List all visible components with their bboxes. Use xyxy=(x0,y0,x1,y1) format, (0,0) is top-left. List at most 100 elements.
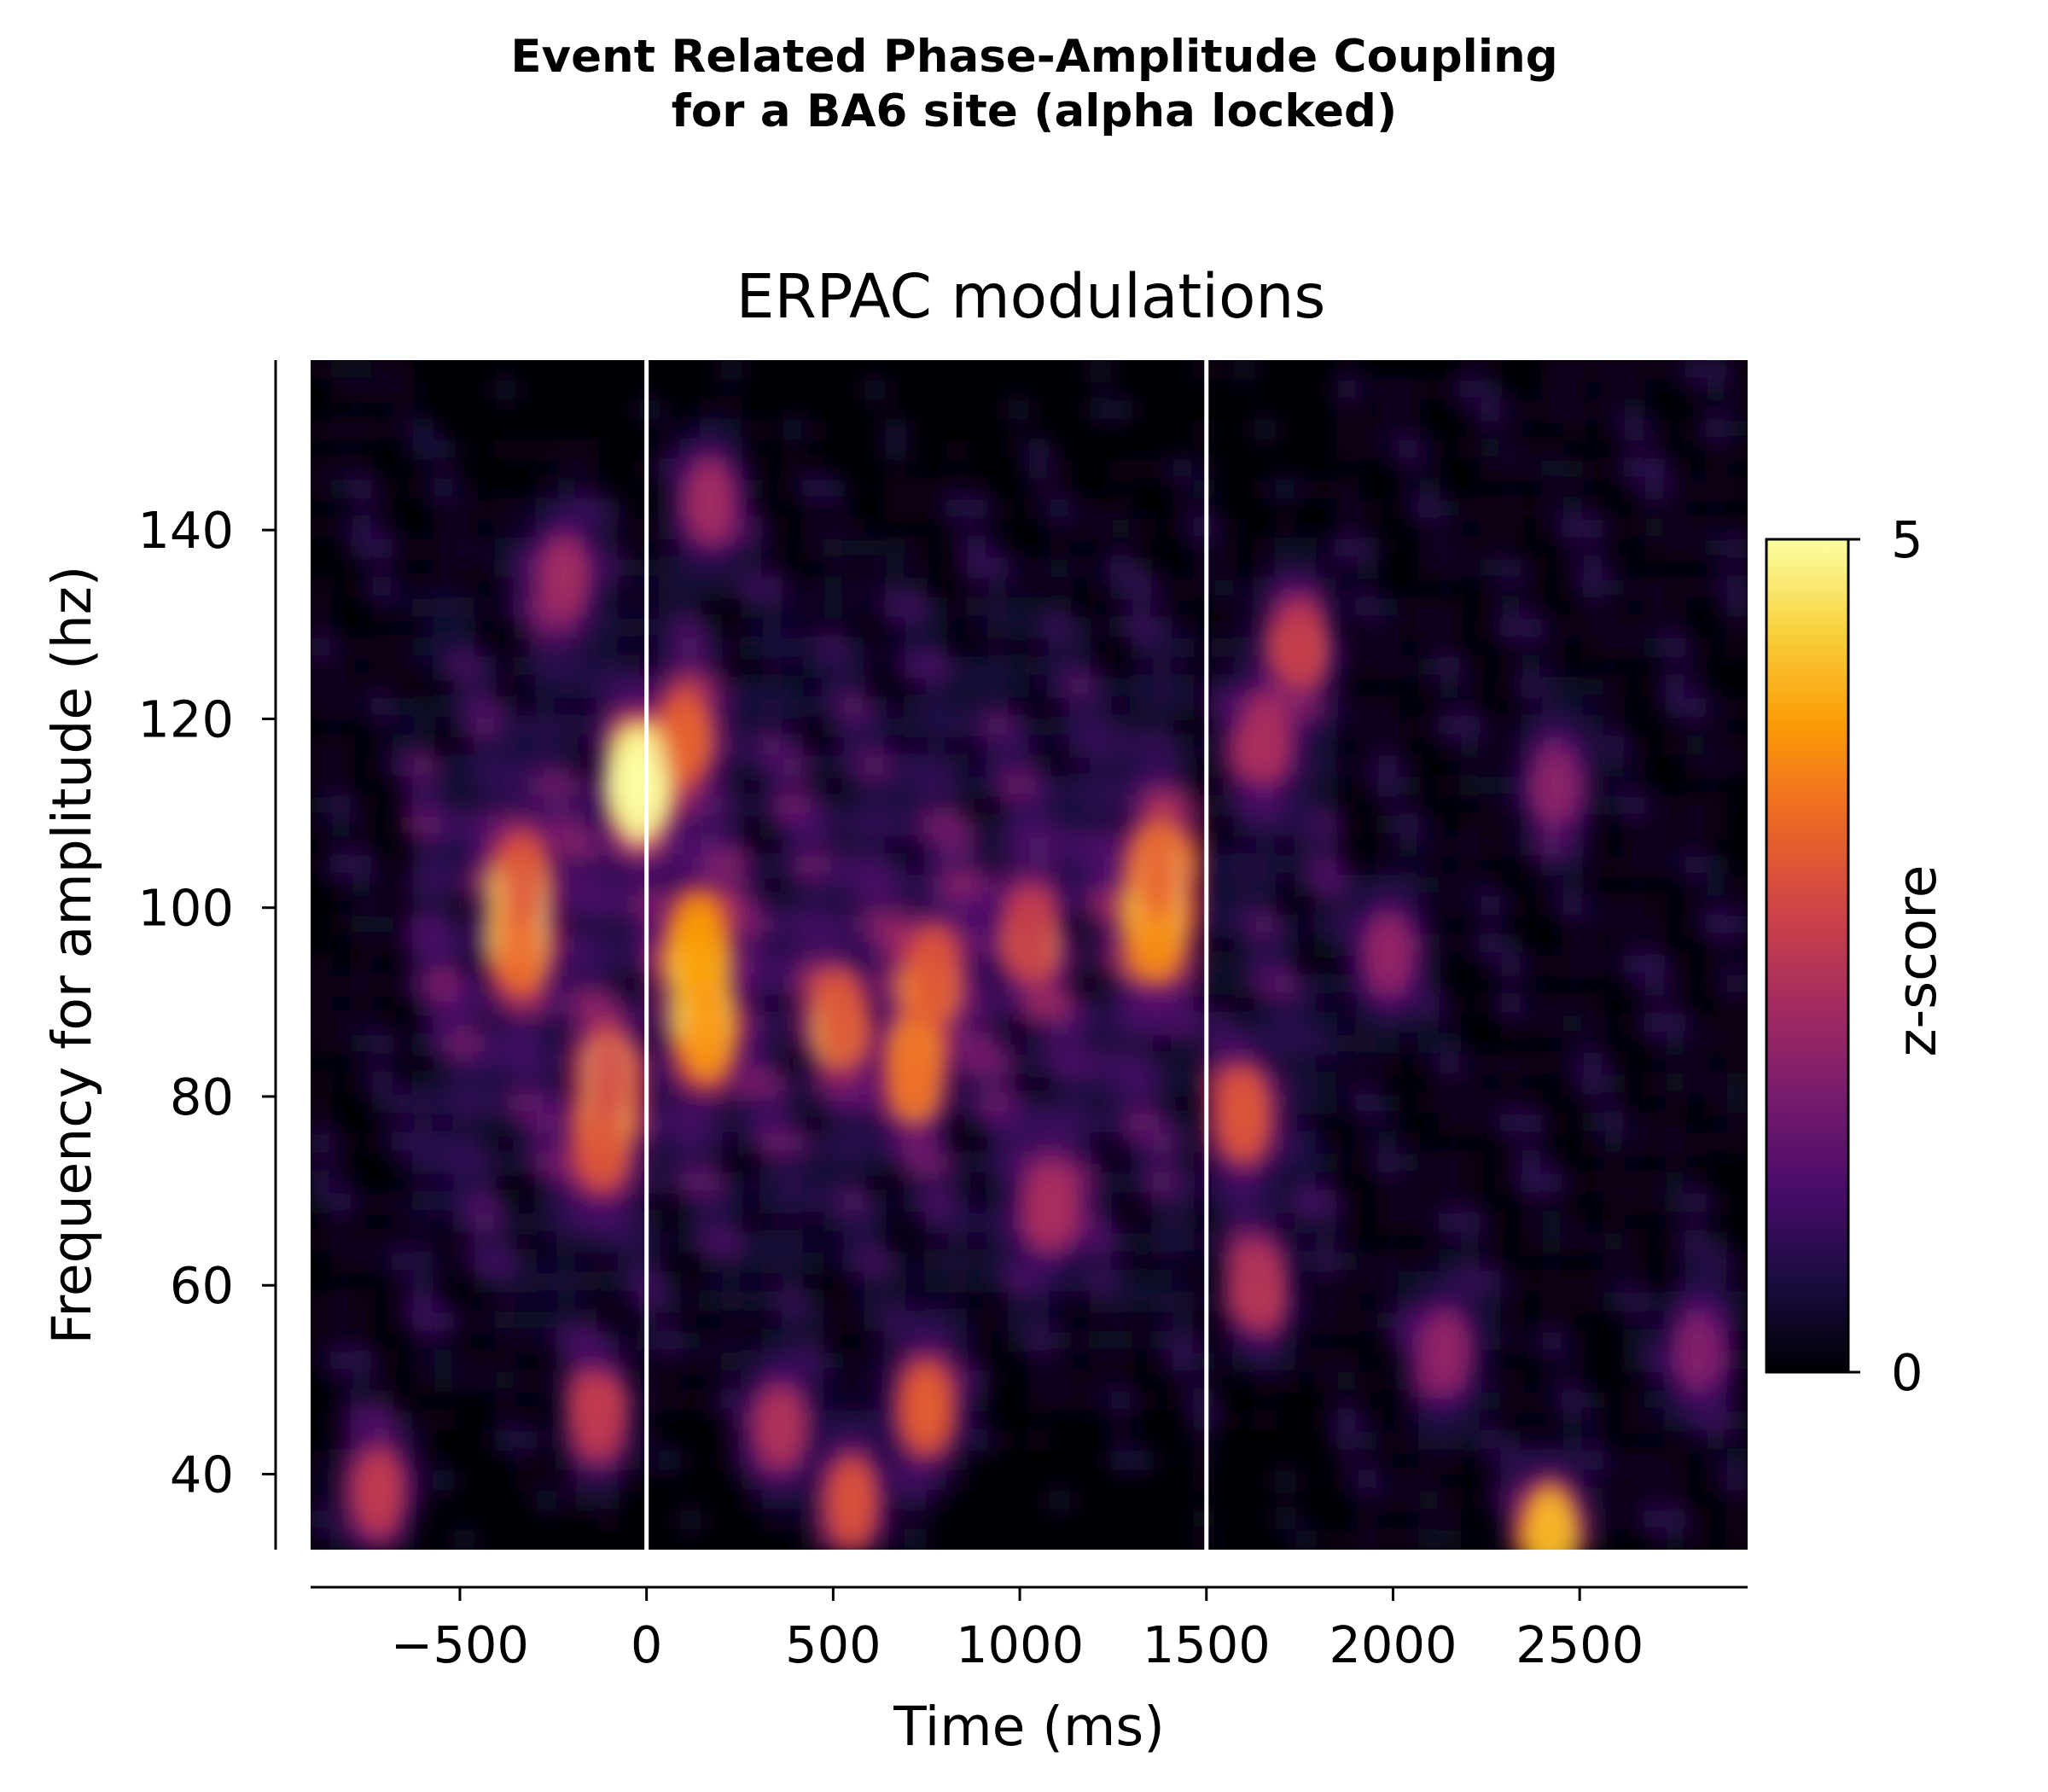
heatmap-cell xyxy=(986,1212,1009,1234)
heatmap-cell xyxy=(1480,1290,1503,1313)
heatmap-cell xyxy=(1582,1449,1605,1472)
heatmap-cell xyxy=(1644,1033,1667,1056)
heatmap-cell xyxy=(1335,875,1359,897)
heatmap-cell xyxy=(679,1330,702,1353)
heatmap-cell xyxy=(1049,736,1072,758)
heatmap-cell xyxy=(802,736,825,758)
heatmap-cell xyxy=(843,914,866,936)
heatmap-cell xyxy=(1705,795,1728,817)
heatmap-cell xyxy=(1480,1112,1503,1135)
heatmap-cell xyxy=(945,695,969,719)
heatmap-cell xyxy=(1295,1290,1318,1313)
heatmap-cell xyxy=(474,1311,497,1333)
heatmap-cell xyxy=(1110,1112,1133,1135)
heatmap-cell xyxy=(782,875,805,897)
heatmap-cell xyxy=(1582,1410,1605,1432)
heatmap-cell xyxy=(351,1311,374,1333)
heatmap-cell xyxy=(1644,538,1667,560)
heatmap-cell xyxy=(1644,596,1667,620)
heatmap-hotspot xyxy=(903,1359,951,1457)
heatmap-cell xyxy=(802,1330,825,1353)
heatmap-cell xyxy=(1315,736,1338,758)
heatmap-hotspot xyxy=(543,536,586,619)
heatmap-cell xyxy=(1151,676,1174,698)
heatmap-cell xyxy=(1439,1271,1462,1293)
heatmap-cell xyxy=(1069,854,1092,877)
heatmap-cell xyxy=(1623,815,1646,837)
heatmap-cell xyxy=(412,1112,435,1135)
heatmap-cell xyxy=(884,1191,907,1214)
heatmap-cell xyxy=(1603,418,1626,440)
heatmap-cell xyxy=(1049,695,1072,719)
heatmap-cell xyxy=(1356,577,1379,599)
heatmap-cell xyxy=(1192,934,1215,956)
heatmap-cell xyxy=(945,1212,969,1234)
heatmap-cell xyxy=(433,1311,456,1333)
heatmap-cell xyxy=(556,478,579,500)
heatmap-cell xyxy=(1254,577,1277,599)
heatmap-cell xyxy=(1356,1251,1379,1273)
heatmap-cell xyxy=(351,458,374,480)
heatmap-cell xyxy=(351,815,374,837)
heatmap-cell xyxy=(1335,1231,1359,1254)
heatmap-cell xyxy=(741,875,764,897)
heatmap-cell xyxy=(1582,1509,1605,1531)
heatmap-cell xyxy=(1335,974,1359,996)
heatmap-cell xyxy=(617,637,640,659)
heatmap-cell xyxy=(351,1290,374,1313)
heatmap-cell xyxy=(1644,577,1667,599)
heatmap-cell xyxy=(945,1092,969,1114)
heatmap-cell xyxy=(494,497,517,520)
heatmap-cell xyxy=(637,1073,660,1095)
heatmap-cell xyxy=(925,716,948,738)
heatmap-cell xyxy=(1459,736,1482,758)
heatmap-cell xyxy=(1664,1509,1687,1531)
heatmap-cell xyxy=(700,438,723,461)
heatmap-cell xyxy=(596,1311,620,1333)
heatmap-cell xyxy=(884,1370,907,1393)
heatmap-cell xyxy=(311,1152,333,1174)
heatmap-cell xyxy=(1254,954,1277,976)
heatmap-cell xyxy=(515,637,538,659)
heatmap-cell xyxy=(741,1271,764,1293)
heatmap-cell xyxy=(330,736,353,758)
heatmap-cell xyxy=(1172,617,1195,639)
heatmap-cell xyxy=(1233,894,1256,916)
heatmap-cell xyxy=(884,875,907,897)
heatmap-cell xyxy=(556,875,579,897)
heatmap-cell xyxy=(1335,1370,1359,1393)
heatmap-cell xyxy=(596,875,620,897)
heatmap-cell xyxy=(1664,1231,1687,1254)
heatmap-cell xyxy=(617,1172,640,1194)
heatmap-cell xyxy=(1110,577,1133,599)
heatmap-cell xyxy=(761,637,784,659)
heatmap-cell xyxy=(392,1033,415,1056)
heatmap-cell xyxy=(823,854,846,877)
heatmap-cell xyxy=(1500,954,1523,976)
heatmap-cell xyxy=(782,1231,805,1254)
heatmap-cell xyxy=(1274,1073,1297,1095)
heatmap-cell xyxy=(412,755,435,777)
heatmap-hotspot xyxy=(1424,1312,1466,1391)
heatmap-cell xyxy=(1049,835,1072,857)
heatmap-cell xyxy=(884,596,907,620)
heatmap-cell xyxy=(412,1429,435,1452)
heatmap-cell xyxy=(371,1231,394,1254)
heatmap-cell xyxy=(1725,596,1748,620)
heatmap-cell xyxy=(1398,1271,1421,1293)
heatmap-cell xyxy=(741,1429,764,1452)
heatmap-cell xyxy=(1541,835,1564,857)
heatmap-cell xyxy=(576,478,599,500)
heatmap-cell xyxy=(1049,676,1072,698)
heatmap-cell xyxy=(371,596,394,620)
heatmap-cell xyxy=(1131,1330,1154,1353)
heatmap-cell xyxy=(1644,1290,1667,1313)
heatmap-cell xyxy=(637,1152,660,1174)
heatmap-cell xyxy=(474,716,497,738)
heatmap-cell xyxy=(1007,1073,1030,1095)
heatmap-cell xyxy=(1541,954,1564,976)
heatmap-cell xyxy=(1418,517,1441,540)
heatmap-cell xyxy=(535,637,558,659)
heatmap-cell xyxy=(1664,517,1687,540)
heatmap-cell xyxy=(1725,1410,1748,1432)
